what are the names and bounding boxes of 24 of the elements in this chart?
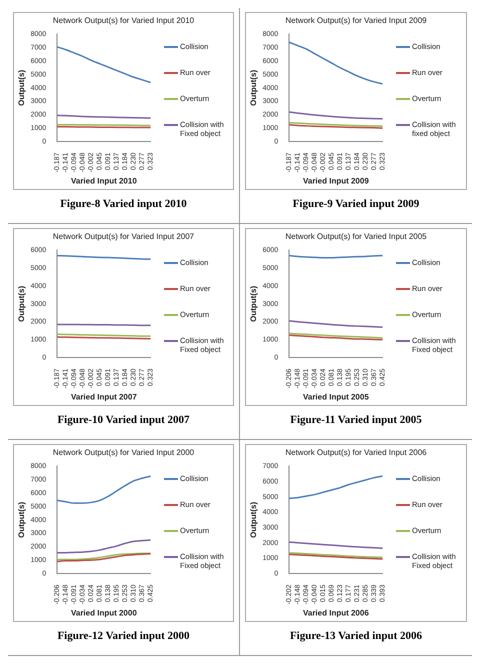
chart-title: Network Output(s) for Varied Input 2006 [284,448,428,457]
x-axis-title: Varied Input 2010 [70,176,138,186]
y-axis-title: Output(s) [249,286,258,322]
x-axis-title: Varied Input 2007 [70,392,138,402]
text: Figure-9 Varied input 2009 [292,198,420,210]
text: Figure-13 Varied input 2006 [288,630,424,642]
y-axis-title: Output(s) [249,70,258,106]
x-axis-title: Varied Input 2006 [302,608,370,618]
y-axis-title: Output(s) [17,502,26,538]
chart-title: Network Output(s) for Varied Input 2005 [284,232,428,241]
text: Figure-12 Varied input 2000 [56,630,191,642]
y-axis-title: Output(s) [249,502,258,538]
y-axis-title: Output(s) [17,286,26,322]
x-axis-title: Varied Input 2005 [302,392,370,402]
text: Figure-8 Varied input 2010 [59,198,188,210]
chart-title: Network Output(s) for Varied Input 2000 [52,448,196,457]
chart-title: Network Output(s) for Varied Input 2010 [52,16,196,25]
text: Figure-11 Varied input 2005 [289,414,423,426]
chart-title: Network Output(s) for Varied Input 2009 [284,16,428,25]
chart-title: Network Output(s) for Varied Input 2007 [52,232,196,241]
text: Figure-10 Varied input 2007 [56,414,191,426]
x-axis-title: Varied Input 2009 [302,176,370,186]
y-axis-title: Output(s) [17,70,26,106]
x-axis-title: Varied Input 2000 [70,608,138,618]
